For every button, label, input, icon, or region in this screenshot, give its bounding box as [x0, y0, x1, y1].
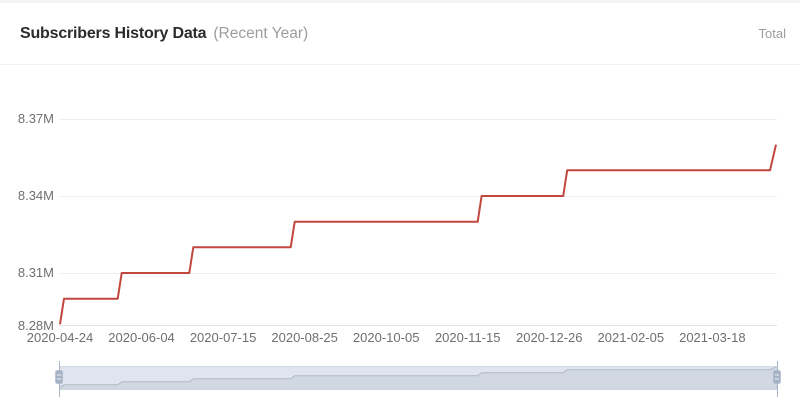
page-subtitle: (Recent Year)	[213, 24, 309, 42]
datazoom-slider[interactable]	[55, 361, 781, 397]
tab-total[interactable]: Total	[758, 26, 786, 41]
subscribers-series-line[interactable]	[59, 144, 777, 325]
card-header: Subscribers History Data (Recent Year) T…	[0, 3, 800, 65]
top-divider	[0, 0, 800, 3]
datazoom-preview-area	[59, 366, 777, 390]
handle-grip[interactable]	[773, 370, 781, 384]
datazoom-handle-right[interactable]	[773, 361, 781, 397]
datazoom-handle-left[interactable]	[55, 361, 63, 397]
page-title: Subscribers History Data	[20, 24, 207, 42]
datazoom-preview-line	[59, 366, 777, 389]
handle-grip[interactable]	[55, 370, 63, 384]
